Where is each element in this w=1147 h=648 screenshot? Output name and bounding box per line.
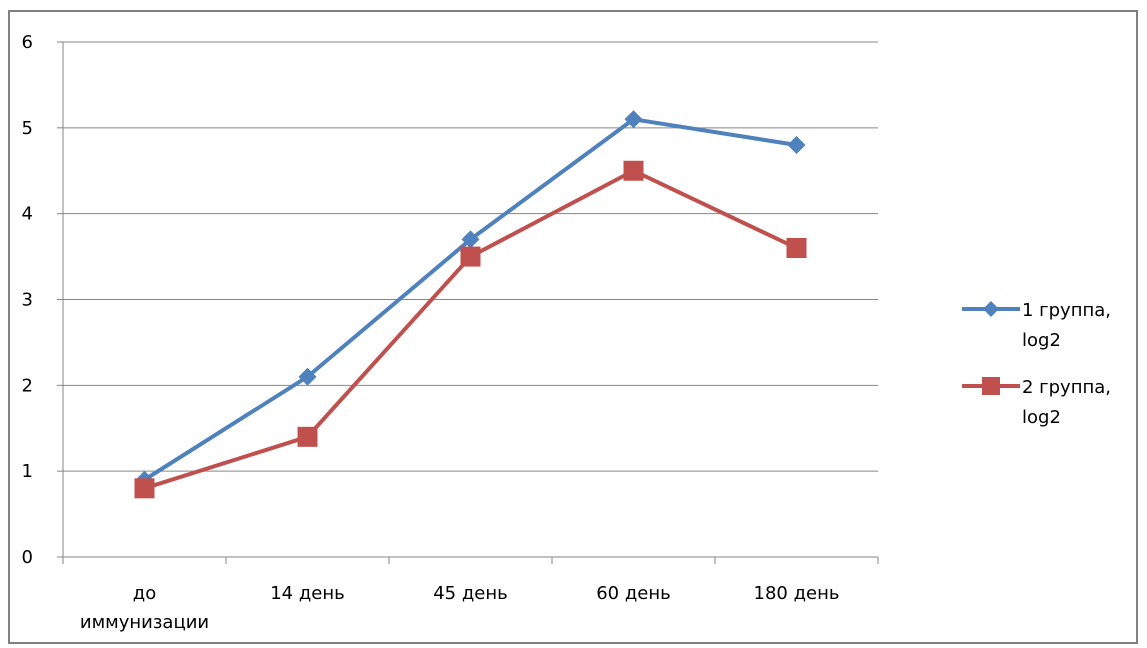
legend-marker-diamond <box>983 301 999 317</box>
data-point-square <box>134 478 155 499</box>
y-tick-labels: 0 1 2 3 4 5 6 <box>22 32 33 568</box>
y-tick-label: 0 <box>22 547 33 568</box>
legend-label: 2 группа, <box>1022 377 1111 398</box>
chart-frame <box>8 10 1138 644</box>
legend-marker-square <box>982 377 1000 395</box>
x-tick-label: 14 день <box>270 583 345 604</box>
y-tick-label: 3 <box>22 290 33 311</box>
series-group <box>134 110 807 499</box>
legend-label: log2 <box>1022 330 1061 351</box>
y-tick-label: 1 <box>22 461 33 482</box>
data-point-diamond <box>624 110 643 129</box>
legend-label: 1 группа, <box>1022 300 1111 321</box>
data-point-square <box>786 238 807 258</box>
series-line-2 <box>143 168 798 491</box>
data-point-diamond <box>787 136 806 154</box>
data-point-diamond <box>298 367 317 386</box>
legend: 1 группа, log2 2 группа, log2 <box>962 300 1111 428</box>
axes <box>57 41 879 564</box>
data-point-square <box>460 246 481 267</box>
x-tick-label: иммунизации <box>80 612 209 633</box>
data-point-diamond <box>461 230 480 249</box>
y-tick-label: 5 <box>22 118 33 139</box>
data-point-square <box>623 160 644 181</box>
data-point-square <box>297 426 318 447</box>
x-tick-label: 45 день <box>433 583 508 604</box>
x-tick-labels: до иммунизации 14 день 45 день 60 день 180 де… <box>80 583 840 633</box>
y-tick-label: 6 <box>22 32 33 53</box>
x-tick-label: до <box>133 583 156 604</box>
legend-label: log2 <box>1022 407 1061 428</box>
x-tick-label: 60 день <box>596 583 671 604</box>
x-tick-label: 180 день <box>754 583 840 604</box>
y-tick-label: 4 <box>22 204 33 225</box>
y-tick-label: 2 <box>22 375 33 396</box>
